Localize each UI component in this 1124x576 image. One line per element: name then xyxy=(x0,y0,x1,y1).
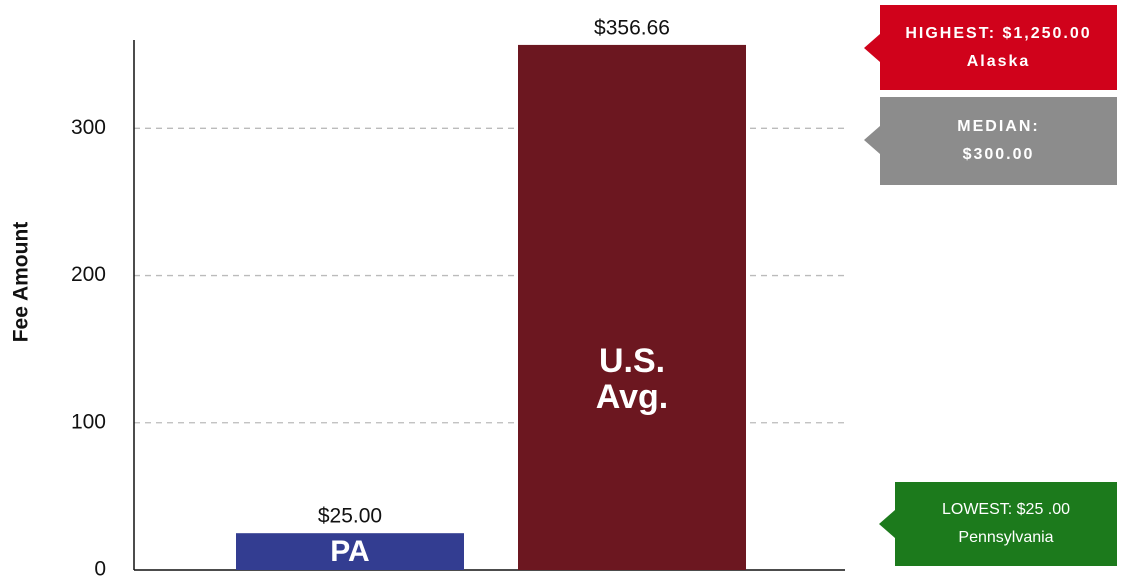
y-tick-label: 100 xyxy=(71,410,106,433)
callout: LOWEST: $25 .00 Pennsylvania xyxy=(895,482,1117,566)
callout-box xyxy=(879,482,1117,566)
y-tick-label: 200 xyxy=(71,263,106,286)
callout: MEDIAN: $300.00 xyxy=(880,97,1117,185)
value-label: $356.66 xyxy=(594,16,670,39)
category-label: PA xyxy=(330,534,370,568)
value-label: $25.00 xyxy=(318,505,382,528)
bar xyxy=(236,533,464,570)
callout: HIGHEST: $1,250.00 Alaska xyxy=(880,5,1117,90)
y-axis-label: Fee Amount xyxy=(10,222,33,343)
callout-text: $300.00 xyxy=(962,146,1035,163)
y-tick-label: 0 xyxy=(94,558,106,576)
callout-box xyxy=(864,5,1117,90)
callout-text: MEDIAN: xyxy=(957,118,1040,135)
bar xyxy=(518,44,746,570)
callout-box xyxy=(864,97,1117,185)
y-tick-label: 300 xyxy=(71,116,106,139)
category-label: U.S. Avg. xyxy=(595,342,669,416)
callout-text: Pennsylvania xyxy=(958,529,1054,546)
callout-text: Alaska xyxy=(966,52,1031,70)
callout-text: HIGHEST: $1,250.00 xyxy=(905,24,1092,42)
callout-text: LOWEST: $25 .00 xyxy=(941,501,1071,518)
